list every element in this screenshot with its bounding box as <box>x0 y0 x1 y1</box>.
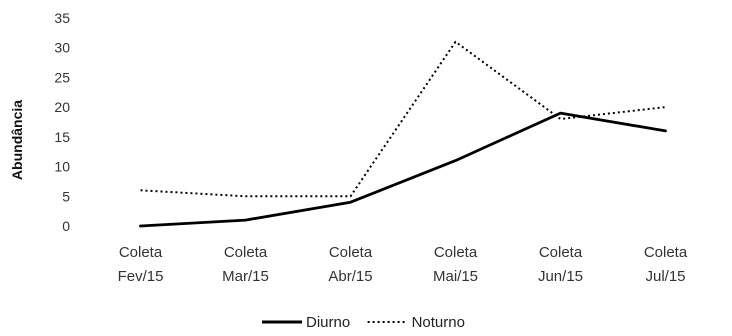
data-point-noturno <box>348 193 354 199</box>
data-point-noturno <box>243 193 249 199</box>
y-tick-label: 20 <box>54 99 70 115</box>
x-tick-label: Mar/15 <box>222 268 269 285</box>
y-tick-label: 35 <box>54 10 70 26</box>
y-tick-label: 25 <box>54 69 70 85</box>
series-lines <box>138 39 669 229</box>
data-point-diurno <box>243 217 249 223</box>
x-tick-label: Coleta <box>329 244 373 261</box>
y-tick-label: 0 <box>62 218 70 234</box>
data-point-diurno <box>348 199 354 205</box>
x-tick-label: Coleta <box>644 244 688 261</box>
x-tick-label: Fev/15 <box>118 268 164 285</box>
y-tick-label: 10 <box>54 159 70 175</box>
data-point-noturno <box>453 39 459 45</box>
series-line-noturno <box>140 40 666 198</box>
y-tick-label: 15 <box>54 129 70 145</box>
data-point-noturno <box>138 187 144 193</box>
legend-label-noturno: Noturno <box>412 314 465 331</box>
y-tick-label: 5 <box>62 188 70 204</box>
legend-label-diurno: Diurno <box>306 314 350 331</box>
x-tick-label: Abr/15 <box>328 268 372 285</box>
x-tick-label: Coleta <box>224 244 268 261</box>
x-axis-labels: Coleta Fev/15 Coleta Mar/15 Coleta Abr/15 Cole… <box>118 244 688 285</box>
data-point-noturno <box>558 116 564 122</box>
data-point-diurno <box>558 110 564 116</box>
legend: Diurno Noturno <box>262 314 465 331</box>
x-tick-label: Coleta <box>434 244 478 261</box>
y-axis-title: Abundância <box>9 100 25 180</box>
data-point-diurno <box>138 223 144 229</box>
y-axis-ticks: 0 5 10 15 20 25 30 35 <box>54 10 70 234</box>
y-tick-label: 30 <box>54 40 70 56</box>
x-tick-label: Jun/15 <box>538 268 583 285</box>
x-tick-label: Coleta <box>119 244 163 261</box>
data-point-diurno <box>663 128 669 134</box>
x-tick-label: Coleta <box>539 244 583 261</box>
data-point-diurno <box>453 158 459 164</box>
data-point-noturno <box>663 104 669 110</box>
series-line-diurno <box>139 111 667 228</box>
x-tick-label: Jul/15 <box>645 268 685 285</box>
x-tick-label: Mai/15 <box>433 268 478 285</box>
